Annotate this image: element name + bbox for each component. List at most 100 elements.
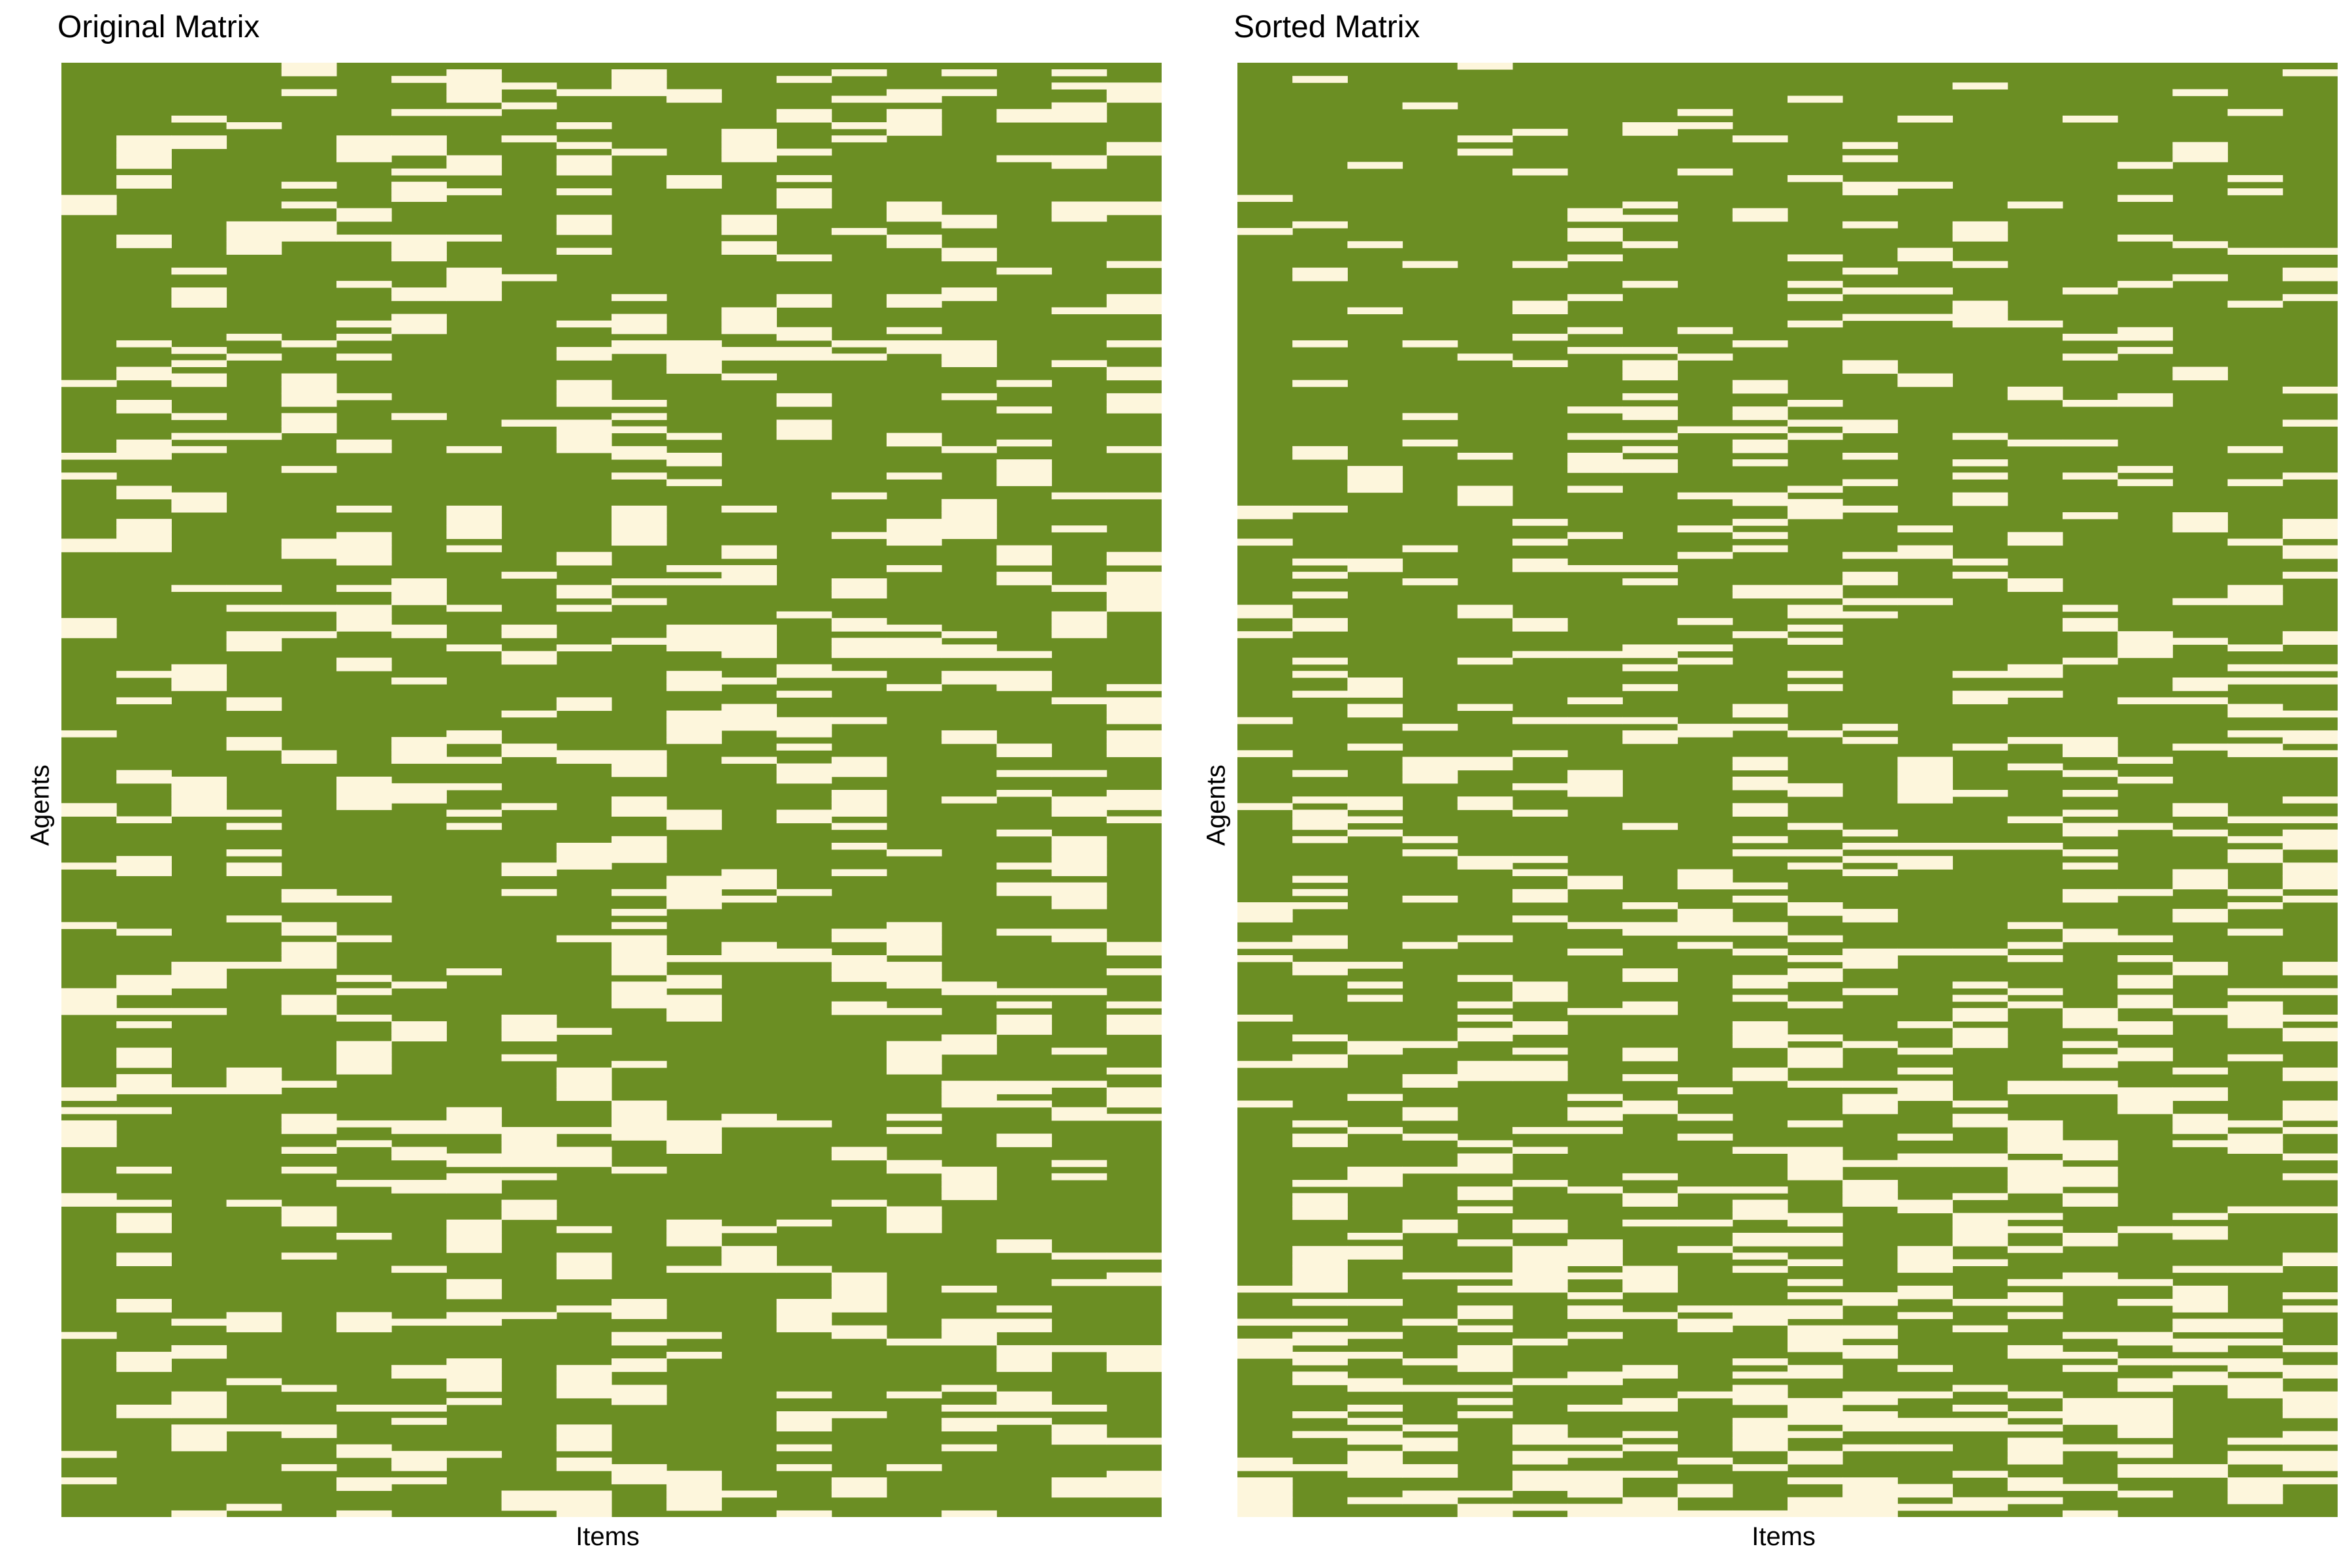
heatmap-cell-zero <box>116 545 172 553</box>
heatmap-cell-zero <box>391 1021 447 1028</box>
heatmap-cell-zero <box>2063 1015 2118 1022</box>
heatmap-cell-zero <box>996 1318 1053 1326</box>
heatmap-cell-zero <box>1732 545 1788 553</box>
heatmap-cell-zero <box>2063 1404 2118 1412</box>
heatmap-cell-zero <box>1292 1358 1348 1365</box>
heatmap-cell-zero <box>1347 558 1403 566</box>
heatmap-cell-zero <box>996 770 1053 777</box>
heatmap-cell-zero <box>556 248 612 255</box>
heatmap-cell-zero <box>2063 889 2118 896</box>
heatmap-cell-zero <box>1788 902 1843 909</box>
heatmap-cell-zero <box>1292 446 1348 453</box>
heatmap-cell-zero <box>1897 287 1953 295</box>
heatmap-cell-zero <box>1842 479 1898 487</box>
heatmap-cell-zero <box>446 294 502 301</box>
heatmap-cell-zero <box>612 1166 667 1174</box>
heatmap-cell-zero <box>1347 1232 1403 1240</box>
heatmap-cell-zero <box>2007 1424 2063 1431</box>
heatmap-cell-zero <box>1512 1471 1568 1478</box>
heatmap-cell-zero <box>1051 1484 1107 1492</box>
heatmap-cell-zero <box>1457 1312 1513 1319</box>
heatmap-cell-zero <box>1732 1034 1788 1041</box>
heatmap-cell-zero <box>1788 935 1843 943</box>
heatmap-cell-zero <box>1622 1279 1678 1286</box>
heatmap-cell-zero <box>1952 82 2008 90</box>
heatmap-cell-zero <box>612 922 667 929</box>
heatmap-cell-zero <box>2172 638 2229 645</box>
heatmap-cell-zero <box>171 498 227 506</box>
heatmap-cell-zero <box>2117 235 2173 242</box>
heatmap-cell-zero <box>1788 294 1843 301</box>
heatmap-cell-zero <box>1402 1226 1458 1233</box>
heatmap-cell-zero <box>1402 1113 1458 1121</box>
heatmap-cell-zero <box>996 862 1053 870</box>
heatmap-cell-zero <box>116 869 172 877</box>
heatmap-cell-zero <box>1952 1497 2008 1505</box>
heatmap-cell-zero <box>391 750 447 757</box>
heatmap-cell-zero <box>941 730 997 738</box>
heatmap-cell-zero <box>1732 591 1788 599</box>
heatmap-cell-zero <box>721 1266 777 1273</box>
heatmap-cell-zero <box>1237 1338 1293 1346</box>
heatmap-cell-zero <box>1292 1266 1348 1273</box>
heatmap-cell-zero <box>831 95 887 103</box>
heatmap-cell-zero <box>1512 994 1568 1002</box>
heatmap-cell-zero <box>1457 935 1513 943</box>
heatmap-cell-zero <box>1732 1418 1788 1425</box>
heatmap-cell-zero <box>721 347 777 354</box>
heatmap-cell-zero <box>1842 1081 1898 1088</box>
heatmap-cell-zero <box>1106 1272 1162 1280</box>
heatmap-cell-zero <box>1457 485 1513 493</box>
heatmap-cell-zero <box>281 1213 337 1220</box>
heatmap-cell-zero <box>1567 1094 1623 1102</box>
heatmap-cell-zero <box>2227 836 2283 843</box>
heatmap-cell-zero <box>556 1424 612 1431</box>
heatmap-cell-zero <box>2117 333 2173 341</box>
heatmap-cell-zero <box>1788 95 1843 103</box>
heatmap-cell-zero <box>2282 875 2338 883</box>
heatmap-cell-zero <box>2007 1160 2063 1168</box>
heatmap-cell-zero <box>612 1113 667 1121</box>
heatmap-cell-zero <box>556 1067 612 1075</box>
heatmap-cell-zero <box>2282 710 2338 718</box>
heatmap-cell-zero <box>336 545 392 553</box>
heatmap-cell-zero <box>501 651 557 659</box>
heatmap-cell-zero <box>1237 803 1293 810</box>
heatmap-cell-zero <box>2227 1484 2283 1492</box>
heatmap-cell-zero <box>1677 122 1733 129</box>
heatmap-cell-zero <box>446 1365 502 1372</box>
heatmap-cell-zero <box>171 135 227 142</box>
heatmap-cell-zero <box>1732 981 1788 989</box>
heatmap-cell-zero <box>171 585 227 592</box>
heatmap-cell-zero <box>226 585 282 592</box>
heatmap-cell-zero <box>1622 1100 1678 1108</box>
heatmap-cell-zero <box>1622 1007 1678 1015</box>
heatmap-cell-zero <box>1842 426 1898 434</box>
heatmap-cell-zero <box>1788 968 1843 975</box>
heatmap-cell-zero <box>1842 1345 1898 1352</box>
heatmap-cell-zero <box>2282 1067 2338 1075</box>
heatmap-cell-zero <box>336 439 392 447</box>
heatmap-cell-zero <box>1622 1444 1678 1452</box>
heatmap-cell-zero <box>226 849 282 857</box>
heatmap-cell-zero <box>887 208 942 216</box>
heatmap-cell-zero <box>1051 770 1107 777</box>
heatmap-cell-zero <box>1347 1299 1403 1306</box>
heatmap-cell-zero <box>1457 604 1513 612</box>
heatmap-cell-zero <box>1897 790 1953 797</box>
heatmap-cell-zero <box>1677 1318 1733 1326</box>
heatmap-cell-zero <box>2282 1365 2338 1372</box>
heatmap-cell-zero <box>2282 1292 2338 1299</box>
heatmap-cell-zero <box>281 941 337 949</box>
heatmap-cell-zero <box>721 1246 777 1253</box>
heatmap-cell-zero <box>1952 1232 2008 1240</box>
heatmap-cell-zero <box>941 1338 997 1346</box>
heatmap-cell-zero <box>1567 214 1623 222</box>
heatmap-cell-zero <box>2227 1497 2283 1505</box>
heatmap-cell-zero <box>2063 353 2118 361</box>
heatmap-cell-zero <box>666 1007 722 1015</box>
heatmap-cell-zero <box>556 155 612 163</box>
heatmap-cell-zero <box>1292 1411 1348 1418</box>
heatmap-cell-zero <box>446 235 502 242</box>
heatmap-cell-zero <box>612 598 667 606</box>
